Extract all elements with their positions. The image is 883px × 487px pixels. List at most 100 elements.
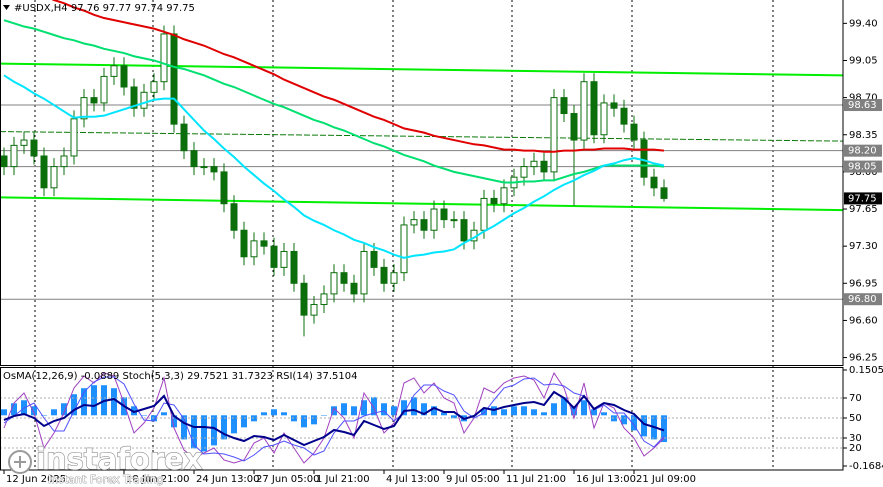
- y-tick-label: 99.05: [849, 55, 878, 66]
- osma-bar: [1, 409, 7, 416]
- candle-body: [110, 65, 118, 77]
- osma-bar: [601, 412, 607, 416]
- watermark-slogan: Instant Forex Trading: [48, 473, 164, 486]
- chart-title: #USDX,H4 97.76 97.77 97.74 97.75: [14, 3, 195, 14]
- osma-bar: [401, 400, 407, 416]
- candle-body: [280, 250, 288, 268]
- candle-body: [450, 219, 458, 222]
- candle-body: [210, 166, 218, 173]
- indicator-pane: [0, 371, 843, 464]
- candle-body: [620, 107, 628, 125]
- y-tick-label: -0.1684: [849, 461, 883, 472]
- moving-average: [3, 74, 665, 259]
- candle-body: [330, 272, 338, 295]
- osma-bar: [221, 415, 227, 440]
- candle-body: [220, 171, 228, 205]
- last-price-box: [844, 192, 882, 205]
- y-tick-label: 97.65: [849, 204, 878, 215]
- candle-body: [370, 250, 378, 268]
- osma-bar: [411, 397, 417, 416]
- y-tick-label: 96.25: [849, 353, 878, 364]
- candle-body: [390, 272, 398, 284]
- candle-body: [160, 33, 168, 83]
- candle-body: [130, 86, 138, 109]
- level-label: 98.05: [848, 162, 877, 173]
- candle-body: [250, 240, 258, 258]
- osma-bar: [171, 415, 177, 428]
- osma-bar: [541, 412, 547, 416]
- osma-bar: [501, 409, 507, 416]
- menu-arrow[interactable]: [3, 5, 10, 10]
- x-tick-label: 4 Jul 13:00: [386, 474, 440, 485]
- osma-bar: [571, 406, 577, 416]
- indicator-title: OsMA(12,26,9) -0.0889 Stoch(5,3,3) 29.75…: [3, 371, 358, 382]
- candle-body: [100, 75, 108, 104]
- candle-body: [190, 150, 198, 168]
- osma-bar: [81, 388, 87, 416]
- osma-bar: [261, 412, 267, 416]
- level-label: 96.80: [848, 294, 877, 305]
- osma-bar: [661, 415, 667, 443]
- x-tick-label: 11 Jul 21:00: [506, 474, 566, 485]
- osma-bar: [241, 415, 247, 428]
- osma-bar: [51, 409, 57, 416]
- level-box: [844, 144, 882, 157]
- candle-body: [80, 97, 88, 120]
- candle-body: [490, 197, 498, 205]
- watermark-logo-mark: [14, 456, 26, 468]
- time-grid: [34, 0, 774, 470]
- candle-body: [50, 166, 58, 189]
- candle-body: [360, 250, 368, 295]
- osma-bar: [311, 415, 317, 425]
- osma-bar: [61, 403, 67, 416]
- stochastic-line: [3, 376, 665, 462]
- candle-body: [150, 81, 158, 93]
- stochastic-line: [3, 371, 665, 464]
- candle-body: [650, 176, 658, 189]
- watermark: instaforex Instant Forex Trading: [8, 441, 203, 486]
- candle-body: [530, 160, 538, 168]
- osma-bar: [631, 415, 637, 431]
- osma-bar: [621, 415, 627, 425]
- candle-body: [0, 155, 8, 168]
- candle-body: [10, 144, 18, 168]
- level-box: [844, 160, 882, 173]
- osma-bar: [391, 406, 397, 416]
- x-tick-label: 18 Jun 21:00: [126, 474, 190, 485]
- candle-body: [430, 208, 438, 231]
- osma-bar: [211, 415, 217, 446]
- osma-bar: [231, 415, 237, 434]
- candle-body: [660, 187, 668, 199]
- level-box: [844, 293, 882, 306]
- candle-body: [270, 245, 278, 268]
- y-tick-label: 98.70: [849, 93, 878, 104]
- osma-bar: [381, 403, 387, 416]
- trendline: [0, 62, 843, 77]
- candle-body: [320, 293, 328, 306]
- candle-body: [240, 229, 248, 258]
- candle-body: [260, 240, 268, 247]
- osma-bar: [371, 397, 377, 416]
- candle-body: [440, 208, 448, 221]
- osma-bar: [521, 406, 527, 416]
- candle-body: [460, 219, 468, 242]
- osma-bar: [11, 403, 17, 416]
- candle-body: [570, 113, 578, 141]
- price-pane: [0, 0, 843, 337]
- osma-bar: [161, 412, 167, 416]
- osma-bar: [441, 412, 447, 416]
- candle-body: [560, 97, 568, 115]
- candle-body: [590, 81, 598, 136]
- y-tick-label: 99.40: [849, 18, 878, 29]
- osma-bar: [641, 415, 647, 437]
- candle-body: [610, 102, 618, 109]
- candle-body: [200, 166, 208, 169]
- candle-body: [420, 219, 428, 231]
- candle-body: [520, 166, 528, 178]
- candle-body: [580, 81, 588, 141]
- osma-bar: [41, 415, 47, 416]
- indicator-frame: [0, 367, 844, 471]
- candle-body: [230, 203, 238, 231]
- candle-body: [340, 272, 348, 284]
- level-label: 98.63: [848, 100, 877, 111]
